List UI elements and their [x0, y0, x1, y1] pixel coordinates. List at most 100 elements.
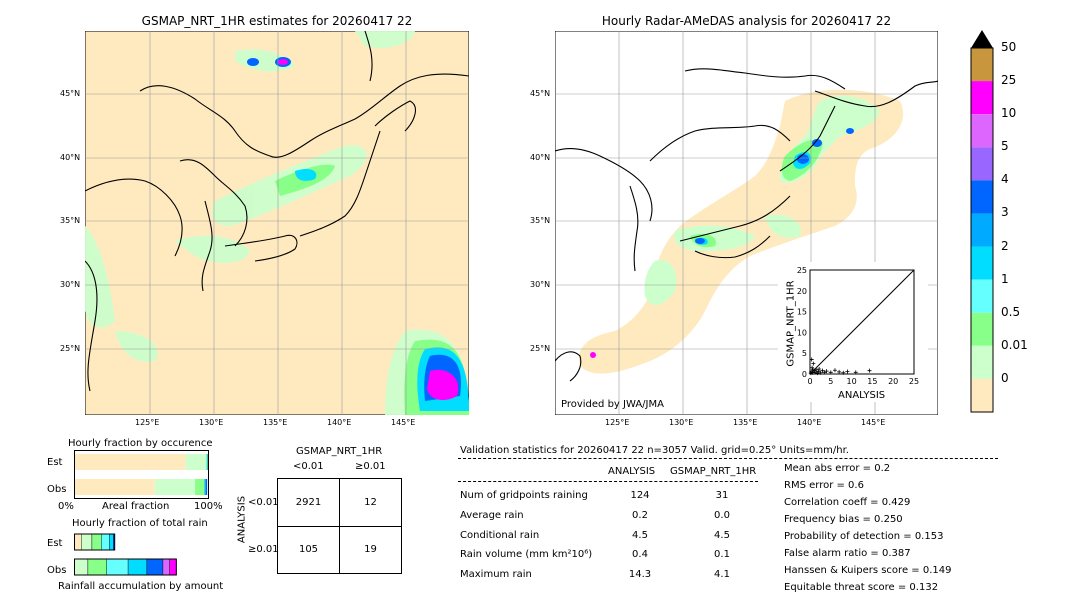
stat-gsmap: 31: [715, 490, 729, 501]
stat-analysis: 124: [630, 490, 650, 501]
fraction-bar-segment: [205, 454, 208, 470]
scatter-point: [818, 370, 823, 375]
scatter-point: [828, 370, 833, 375]
scatter-xtick: 10: [847, 377, 857, 386]
score-corr: Correlation coeff = 0.429: [784, 497, 911, 508]
left-map: [85, 31, 469, 415]
contingency-title: GSMAP_NRT_1HR: [296, 446, 383, 457]
scatter-xtick: 15: [867, 377, 877, 386]
colorbar-label: 1: [1001, 271, 1009, 286]
scatter-ytick: 25: [797, 266, 807, 275]
right-lat-25: 25°N: [530, 344, 551, 353]
right-lon-125: 125°E: [605, 418, 630, 427]
occ-xlabel-mid: Areal fraction: [102, 501, 170, 512]
stat-label: Maximum rain: [460, 569, 532, 580]
colorbar-label: 0.5: [1001, 304, 1021, 319]
stat-label: Num of gridpoints raining: [460, 490, 588, 501]
occ-row-obs: Obs: [47, 484, 67, 495]
colorbar-label: 5: [1001, 139, 1009, 154]
score-ets: Equitable threat score = 0.132: [784, 582, 939, 593]
right-lat-35: 35°N: [530, 216, 551, 225]
fraction-rain-title: Hourly fraction of total rain: [72, 518, 208, 529]
scatter-point: [809, 357, 814, 362]
fraction-bar-segment: [146, 558, 164, 576]
right-lon-140: 140°E: [797, 418, 822, 427]
fraction-bar-segment: [169, 558, 177, 576]
scatter-point: [815, 371, 820, 376]
colorbar-segment: [971, 345, 993, 379]
stat-analysis: 0.4: [632, 549, 648, 560]
colorbar-label: 2: [1001, 238, 1009, 253]
col-analysis: ANALYSIS: [608, 466, 656, 477]
colorbar-label: 3: [1001, 205, 1009, 220]
fraction-bar-segment: [162, 558, 170, 576]
scatter-ytick: 20: [797, 287, 807, 296]
score-mae: Mean abs error = 0.2: [784, 463, 891, 474]
scatter-point: [867, 368, 872, 373]
fraction-bar-segment: [204, 479, 206, 495]
colorbar-frame: [970, 47, 994, 413]
stat-gsmap: 4.1: [714, 569, 730, 580]
colorbar-segment: [971, 81, 993, 115]
stat-label: Rain volume (mm km²10⁶): [460, 549, 593, 560]
fraction-bar-segment: [185, 454, 206, 470]
stat-analysis: 0.2: [632, 510, 648, 521]
rain-row-obs: Obs: [47, 565, 67, 576]
left-lat-25: 25°N: [60, 344, 81, 353]
scatter-point: [817, 367, 822, 372]
contingency-row-lt: <0.01: [248, 497, 279, 508]
left-lat-30: 30°N: [60, 280, 81, 289]
fraction-bar-segment: [154, 479, 196, 495]
scatter-point: [820, 368, 825, 373]
left-lon-130: 130°E: [199, 418, 224, 427]
left-lon-125: 125°E: [135, 418, 160, 427]
stat-label: Conditional rain: [460, 530, 540, 541]
stat-gsmap: 4.5: [714, 530, 730, 541]
contingency-col-lt: <0.01: [293, 461, 324, 472]
fraction-bar-segment: [101, 533, 110, 551]
occ-row-est: Est: [47, 457, 63, 468]
contingency-row-ge: ≥0.01: [248, 544, 279, 555]
fraction-bar-segment: [74, 479, 155, 495]
occ-xlabel-left: 0%: [58, 501, 74, 512]
scatter-ytick: 15: [797, 308, 807, 317]
scatter-diagonal: [809, 269, 915, 375]
scatter-point: [853, 370, 858, 375]
left-lon-135: 135°E: [263, 418, 288, 427]
fraction-bar-segment: [74, 454, 186, 470]
contingency-row-axis: ANALYSIS: [236, 495, 248, 544]
fraction-bar-segment: [127, 558, 148, 576]
fraction-bar-segment: [74, 558, 89, 576]
fraction-bar-segment: [91, 533, 102, 551]
scatter-point: [841, 370, 846, 375]
validation-divider: [458, 458, 998, 459]
left-lat-45: 45°N: [60, 89, 81, 98]
rain-row-est: Est: [47, 538, 63, 549]
scatter-point: [812, 370, 817, 375]
score-hk: Hanssen & Kuipers score = 0.149: [784, 565, 952, 576]
fraction-bar-outline: [74, 533, 116, 551]
scatter-ytick: 10: [797, 328, 807, 337]
colorbar-segment: [971, 180, 993, 214]
scatter-point: [811, 361, 816, 366]
score-far: False alarm ratio = 0.387: [784, 548, 911, 559]
colorbar-label: 0: [1001, 370, 1009, 385]
score-rmse: RMS error = 0.6: [784, 480, 864, 491]
right-lon-145: 145°E: [861, 418, 886, 427]
contingency-table: 2921 12 105 19: [277, 478, 402, 574]
stat-analysis: 4.5: [632, 530, 648, 541]
col-gsmap: GSMAP_NRT_1HR: [670, 466, 757, 477]
scatter-xlabel: ANALYSIS: [838, 390, 886, 401]
fraction-bar-segment: [207, 454, 208, 470]
right-map-title: Hourly Radar-AMeDAS analysis for 2026041…: [601, 14, 892, 28]
stat-analysis: 14.3: [628, 569, 652, 580]
scatter-point: [837, 369, 842, 374]
cell-miss: 105: [298, 544, 319, 555]
fraction-rain-chart: [74, 533, 177, 576]
validation-header: Validation statistics for 20260417 22 n=…: [460, 445, 849, 456]
colorbar-segment: [971, 213, 993, 247]
right-lon-130: 130°E: [669, 418, 694, 427]
stat-gsmap: 0.0: [714, 510, 730, 521]
left-lon-140: 140°E: [327, 418, 352, 427]
scatter-xtick: 20: [888, 377, 898, 386]
